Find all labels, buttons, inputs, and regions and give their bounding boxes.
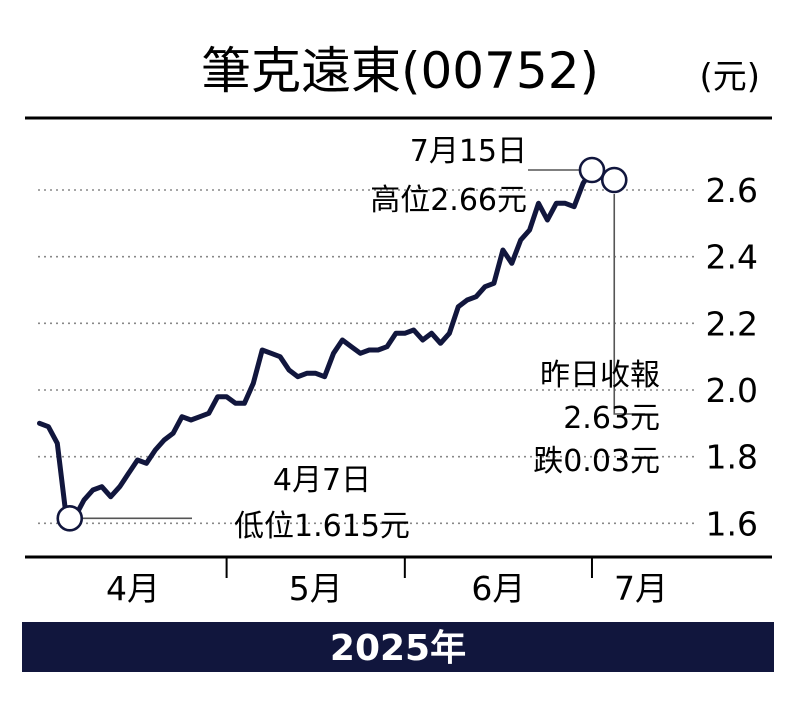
unit-label: (元) bbox=[699, 57, 760, 97]
y-tick-label: 2.4 bbox=[706, 238, 758, 277]
close-annotation-line: 跌0.03元 bbox=[533, 444, 660, 479]
annotation-markers bbox=[56, 156, 628, 532]
y-tick-label: 2.2 bbox=[706, 304, 758, 343]
x-axis-months: 4月 5月 6月 7月 bbox=[106, 569, 668, 608]
x-axis-dividers bbox=[225, 557, 593, 578]
chart-title: 筆克遠東(00752) bbox=[201, 42, 599, 100]
high-annotation-line: 7月15日 bbox=[410, 134, 527, 169]
price-line bbox=[37, 167, 613, 520]
year-banner bbox=[22, 622, 774, 672]
y-tick-label: 2.0 bbox=[706, 371, 758, 410]
y-axis-ticks: 1.6 1.8 2.0 2.2 2.4 2.6 bbox=[706, 171, 758, 543]
low-annotation-line: 低位1.615元 bbox=[234, 509, 410, 544]
year-label: 2025年 bbox=[330, 628, 466, 669]
y-tick-label: 1.8 bbox=[706, 438, 758, 477]
grid-lines bbox=[38, 189, 695, 525]
month-label: 5月 bbox=[289, 569, 343, 608]
close-annotation-line: 2.63元 bbox=[563, 401, 660, 436]
high-annotation-line: 高位2.66元 bbox=[370, 183, 527, 218]
y-tick-label: 1.6 bbox=[706, 504, 758, 543]
y-tick-label: 2.6 bbox=[706, 171, 758, 210]
low-marker bbox=[56, 505, 84, 532]
month-label: 6月 bbox=[471, 569, 525, 608]
high-marker bbox=[578, 156, 606, 184]
low-annotation-line: 4月7日 bbox=[273, 463, 371, 498]
close-annotation-line: 昨日收報 bbox=[540, 358, 660, 393]
month-label: 4月 bbox=[106, 569, 160, 608]
close-marker bbox=[600, 166, 628, 194]
month-label: 7月 bbox=[614, 569, 668, 608]
close-leader-line bbox=[613, 194, 645, 415]
